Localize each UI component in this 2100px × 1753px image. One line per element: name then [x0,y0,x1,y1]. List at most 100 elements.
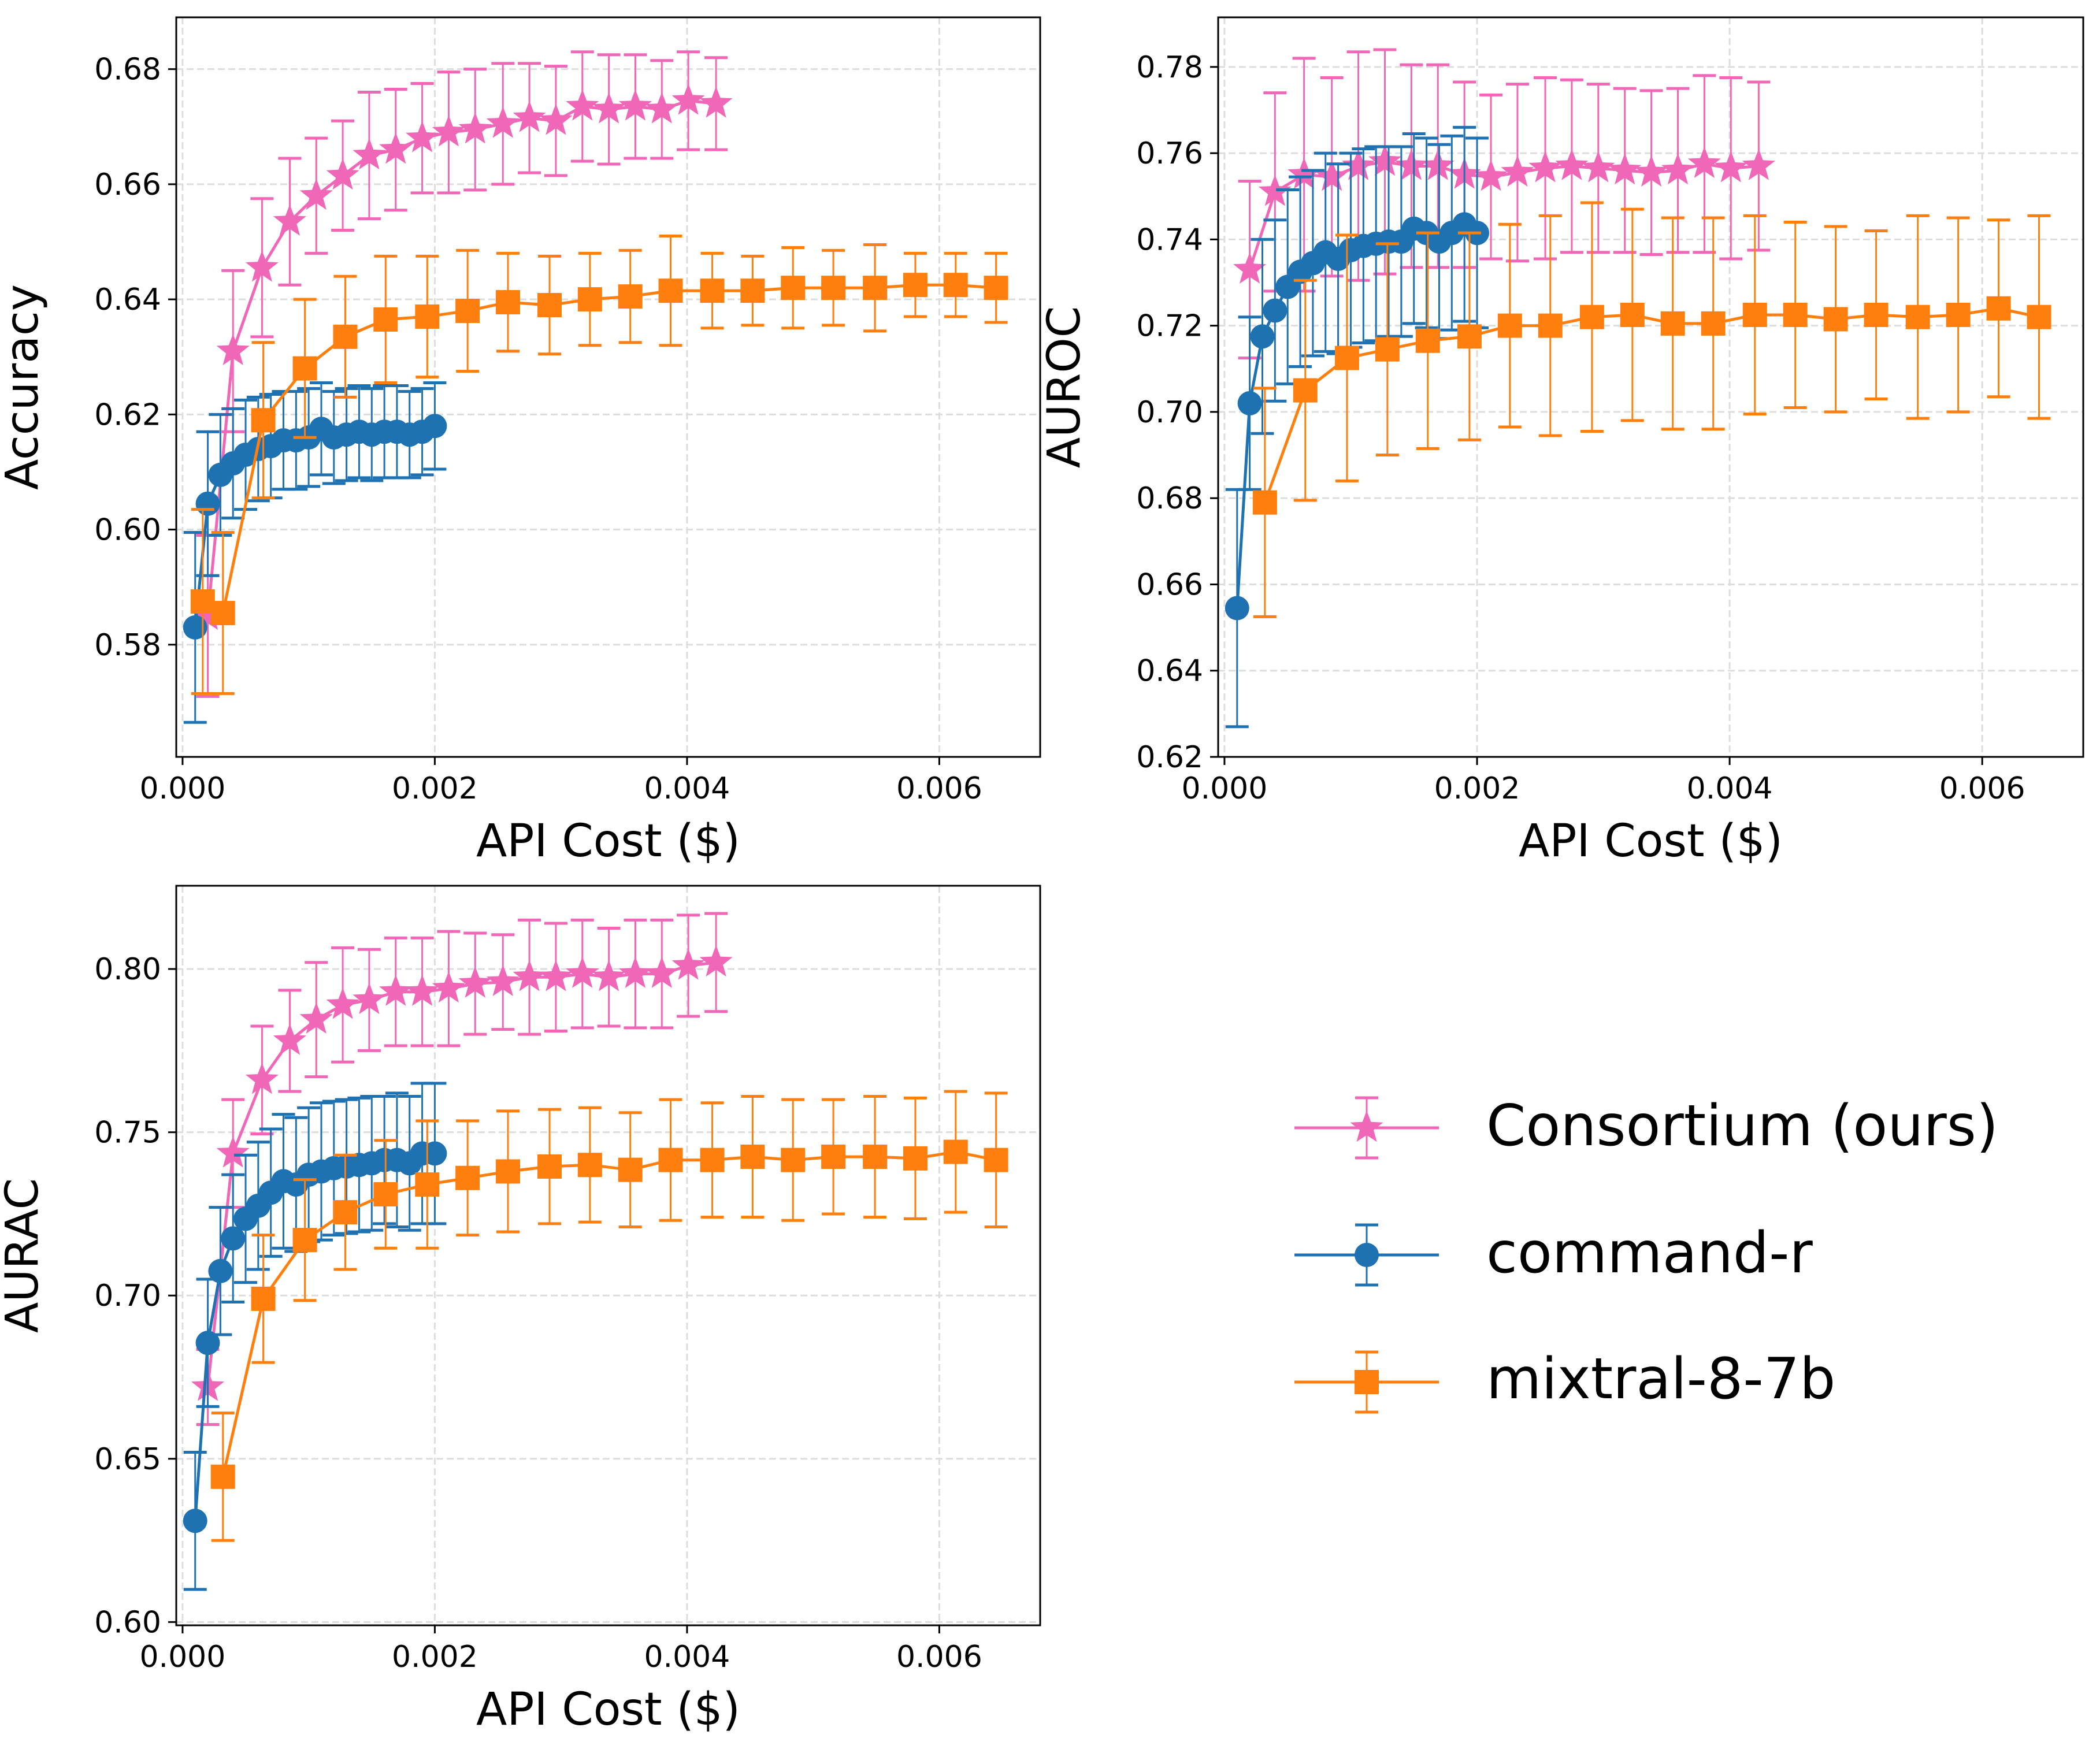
data-point [1263,298,1288,323]
data-point [326,158,359,190]
data-point [299,1002,333,1034]
data-point [740,1145,765,1169]
data-point [183,615,207,640]
y-axis: 0.60 0.65 0.70 0.75 0.80 AURAC [0,952,176,1640]
data-point [566,956,599,988]
x-tick-label: 0.006 [1939,771,2025,806]
data-point [1864,302,1888,327]
data-point [1582,151,1615,183]
data-point [566,89,599,121]
data-point [513,960,546,991]
data-point [299,178,333,210]
data-point [1258,174,1292,206]
data-point [513,101,546,132]
x-tick-label: 0.006 [896,771,982,806]
data-point [1474,159,1508,191]
plot-area [1225,48,2051,729]
y-tick-label: 0.66 [1136,567,1203,602]
data-point [251,1286,276,1311]
data-point [486,106,520,138]
data-point [373,307,398,332]
data-point [1579,304,1604,329]
gridlines [1218,17,2083,758]
data-point [1225,596,1249,621]
data-point [458,112,492,144]
x-tick-label: 0.004 [1687,771,1773,806]
data-point [455,299,480,324]
data-point [903,1146,927,1171]
data-point [245,250,279,282]
y-tick-label: 0.60 [94,1605,161,1640]
data-point [208,1258,233,1283]
data-point [539,960,573,991]
data-point [1823,307,1848,332]
x-axis-title: API Cost ($) [476,815,740,867]
data-point [406,121,439,153]
data-point [1233,252,1267,284]
y-tick-label: 0.68 [1136,481,1203,516]
y-axis-title: AURAC [0,1178,49,1333]
axes-frame [1217,16,2084,758]
x-tick-label: 0.000 [1181,771,1267,806]
x-tick-label: 0.002 [392,1640,478,1674]
data-point [1742,148,1775,180]
y-tick-label: 0.80 [94,952,161,987]
data-point [592,960,626,991]
series-consortium [191,912,733,1426]
data-point [984,276,1008,300]
legend-marker [1350,1111,1383,1142]
data-point [333,324,358,349]
y-tick-label: 0.70 [1136,395,1203,430]
data-point [486,964,520,996]
data-point [373,1182,398,1207]
data-point [216,333,250,365]
data-point [195,491,220,516]
markers [1225,212,1490,621]
y-tick-label: 0.64 [94,283,161,317]
data-point [821,1145,846,1169]
data-point [183,1509,207,1533]
error-bars [1238,48,1771,360]
legend-swatch-command-r [1294,1223,1439,1287]
x-tick-label: 0.002 [1434,771,1520,806]
data-point [618,284,643,309]
data-point [245,1063,279,1094]
plot-area [183,50,1008,724]
data-point [1635,155,1668,187]
x-axis: 0.000 0.002 0.004 0.006 API Cost ($) [139,1625,982,1736]
data-point [539,103,573,135]
data-point [1415,328,1440,353]
series-mixtral [190,235,1008,695]
data-point [353,138,386,170]
data-point [1394,148,1428,180]
legend-entry-consortium: Consortium (ours) [1294,1093,1998,1160]
data-point [699,945,733,977]
gridlines [176,886,1040,1625]
data-point [821,276,846,300]
data-point [943,1139,968,1164]
data-point [1620,302,1645,327]
series-command_r [183,1082,447,1591]
data-point [645,956,678,988]
data-point [422,414,447,439]
data-point [326,987,359,1019]
data-point [671,948,705,980]
data-point [1252,490,1277,515]
markers [210,1139,1008,1489]
data-point [406,974,439,1006]
markers [183,1141,447,1533]
data-point [1946,302,1971,327]
y-axis-title: AUROC [1038,306,1090,469]
data-point [1538,313,1563,338]
data-point [495,1159,520,1184]
markers [1252,296,2051,515]
data-point [422,1141,447,1166]
data-point [292,1228,317,1253]
series-command_r [1225,125,1490,729]
data-point [671,83,705,115]
markers [183,414,447,640]
y-axis: 0.58 0.60 0.62 0.64 0.66 0.68 Accuracy [0,53,176,663]
data-point [1237,391,1262,415]
y-axis-title: Accuracy [0,284,49,490]
data-point [618,956,652,988]
